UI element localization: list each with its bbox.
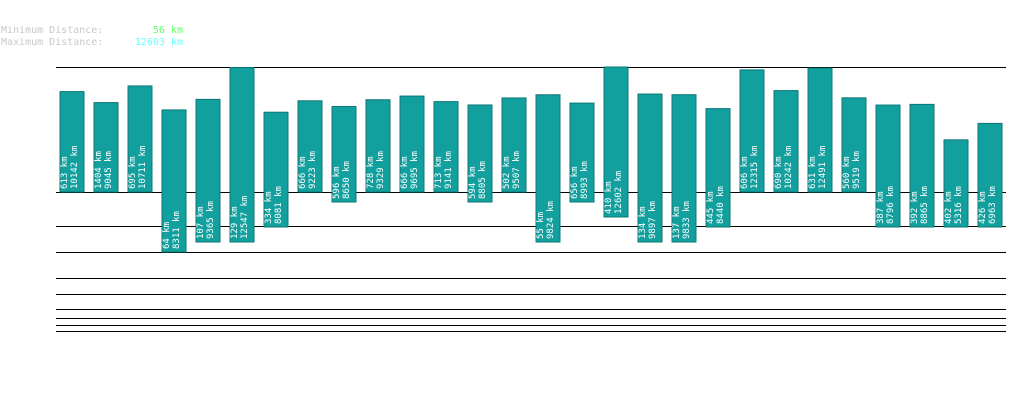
bar-label-upper: 9045 km [104, 151, 114, 189]
bar [637, 93, 663, 243]
bar-label-upper: 12315 km [750, 146, 760, 189]
bar [229, 67, 255, 243]
bar [365, 99, 391, 193]
bar-label-lower: 666 km [298, 156, 308, 189]
bar-label-lower: 713 km [434, 156, 444, 189]
bar [603, 66, 629, 218]
bar [773, 90, 799, 193]
bar-label-lower: 137 km [672, 206, 682, 239]
bar [433, 101, 459, 193]
bar-label-upper: 8805 km [478, 161, 488, 199]
bar-label-lower: 387 km [876, 191, 886, 224]
bar [399, 95, 425, 193]
bar-label-lower: 596 km [332, 166, 342, 199]
bar-label-lower: 445 km [706, 191, 716, 224]
bar [705, 108, 731, 228]
max-distance-row: Maximum Distance: 12603 km [1, 37, 183, 49]
bar [569, 102, 595, 203]
bar-label-lower: 55 km [536, 212, 546, 239]
bar-label-upper: 10242 km [784, 146, 794, 189]
bar-label-upper: 9824 km [546, 201, 556, 239]
bar-label-upper: 8865 km [920, 186, 930, 224]
bar-label-upper: 9141 km [444, 151, 454, 189]
bar-label-lower: 502 km [502, 156, 512, 189]
bar-label-lower: 334 km [264, 191, 274, 224]
bar-label-upper: 9223 km [308, 151, 318, 189]
bar [535, 94, 561, 243]
bar-label-lower: 690 km [774, 156, 784, 189]
bar-label-lower: 402 km [944, 191, 954, 224]
bar [263, 111, 289, 228]
bar-label-upper: 9833 km [682, 201, 692, 239]
bar-label-lower: 631 km [808, 156, 818, 189]
min-distance-label: Minimum Distance: [1, 25, 104, 36]
bar [297, 100, 323, 193]
bar [807, 67, 833, 193]
bar [977, 122, 1003, 228]
distance-stats: Minimum Distance: 56 km Maximum Distance:… [1, 25, 183, 49]
bar-label-upper: 8993 km [580, 161, 590, 199]
bar [739, 69, 765, 193]
bar-label-lower: 107 km [196, 206, 206, 239]
bar [467, 104, 493, 203]
bar-label-lower: 392 km [910, 191, 920, 224]
bar-label-upper: 12491 km [818, 146, 828, 189]
min-distance-value: 56 km [152, 25, 183, 36]
min-distance-row: Minimum Distance: 56 km [1, 25, 183, 37]
bar-label-upper: 8440 km [716, 186, 726, 224]
bar-label-lower: 134 km [638, 206, 648, 239]
bar-label-upper: 9897 km [648, 201, 658, 239]
bar-label-lower: 1404 km [94, 151, 104, 189]
bar [501, 97, 527, 193]
bar-label-upper: 12602 km [614, 171, 624, 214]
bar-label-upper: 8311 km [172, 211, 182, 249]
bar-label-lower: 606 km [740, 156, 750, 189]
bar-label-upper: 10711 km [138, 146, 148, 189]
bar [195, 98, 221, 243]
bar-label-upper: 8081 km [274, 186, 284, 224]
bar-label-upper: 5316 km [954, 186, 964, 224]
bar-label-lower: 728 km [366, 156, 376, 189]
bar-label-upper: 9507 km [512, 151, 522, 189]
bar [943, 139, 969, 228]
bar [841, 97, 867, 193]
bar-label-upper: 9695 km [410, 151, 420, 189]
bar [331, 106, 357, 203]
bar-label-lower: 613 km [60, 156, 70, 189]
bar-label-upper: 9519 km [852, 151, 862, 189]
bar-label-upper: 10142 km [70, 146, 80, 189]
bar [671, 94, 697, 243]
bar-label-lower: 695 km [128, 156, 138, 189]
bar [127, 85, 153, 193]
bar-label-lower: 656 km [570, 166, 580, 199]
max-distance-label: Maximum Distance: [1, 37, 104, 48]
bar-label-upper: 9365 km [206, 201, 216, 239]
bar-label-upper: 8650 km [342, 161, 352, 199]
bar-label-upper: 9329 km [376, 151, 386, 189]
bar-label-upper: 8796 km [886, 186, 896, 224]
bar [875, 104, 901, 228]
bar-label-lower: 410 km [604, 181, 614, 214]
bar-label-lower: 560 km [842, 156, 852, 189]
bar-label-lower: 666 km [400, 156, 410, 189]
bar-label-upper: 6963 km [988, 186, 998, 224]
bar-label-lower: 64 km [162, 222, 172, 249]
bar-label-lower: 594 km [468, 166, 478, 199]
max-distance-value: 12603 km [134, 37, 183, 48]
bar [909, 103, 935, 228]
bar-label-lower: 129 km [230, 206, 240, 239]
bar-label-upper: 12547 km [240, 196, 250, 239]
bar [93, 102, 119, 193]
bar [59, 91, 85, 193]
bar [161, 109, 187, 253]
bar-label-lower: 426 km [978, 191, 988, 224]
